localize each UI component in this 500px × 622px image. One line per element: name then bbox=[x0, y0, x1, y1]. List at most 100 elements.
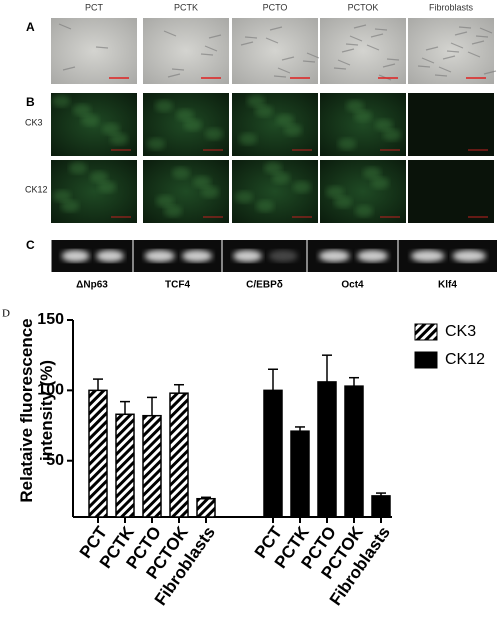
bar bbox=[344, 385, 364, 518]
cell-glow bbox=[264, 162, 282, 174]
cell bbox=[425, 46, 439, 51]
cell-glow bbox=[355, 205, 373, 217]
cell bbox=[306, 52, 320, 59]
cell-glow bbox=[52, 95, 70, 107]
column-label: PCTOK bbox=[348, 2, 379, 12]
column-label: PCTO bbox=[263, 2, 288, 12]
cell bbox=[62, 66, 76, 71]
fluorescence-image bbox=[232, 93, 318, 156]
cell bbox=[382, 63, 396, 68]
y-tick-label: 100 bbox=[37, 382, 64, 399]
cell bbox=[483, 70, 497, 75]
cell-glow bbox=[255, 105, 273, 117]
panel-label: B bbox=[26, 95, 35, 109]
cell-glow bbox=[276, 114, 294, 126]
column-label: Fibroblasts bbox=[429, 2, 474, 12]
cell-glow bbox=[81, 114, 99, 126]
cell bbox=[269, 26, 283, 31]
band bbox=[96, 250, 124, 262]
band bbox=[233, 250, 262, 262]
band bbox=[268, 250, 298, 262]
bar bbox=[371, 495, 391, 518]
fluorescence-image bbox=[408, 93, 494, 156]
band-label: Klf4 bbox=[438, 280, 457, 291]
cell-glow bbox=[272, 172, 290, 184]
band-label: C/EBPδ bbox=[246, 280, 283, 291]
cell-glow bbox=[371, 177, 389, 189]
panel-label: D bbox=[2, 308, 10, 320]
band-label: TCF4 bbox=[165, 280, 190, 291]
cell bbox=[333, 67, 347, 70]
cell bbox=[442, 55, 456, 60]
cell bbox=[265, 37, 279, 44]
y-axis-label: Relataive fluorescenceintensity (%) bbox=[17, 318, 56, 502]
cell-glow bbox=[338, 138, 356, 150]
cell bbox=[370, 33, 384, 38]
cell bbox=[244, 36, 258, 39]
cell-glow bbox=[375, 119, 393, 131]
cell-glow bbox=[383, 129, 401, 141]
band bbox=[181, 250, 213, 262]
cell bbox=[374, 28, 388, 31]
cell bbox=[240, 41, 254, 46]
cell bbox=[471, 40, 485, 45]
panel-label: A bbox=[26, 20, 35, 34]
cell bbox=[479, 27, 493, 34]
fluorescence-image bbox=[320, 93, 406, 156]
column-label: PCTK bbox=[174, 2, 198, 12]
cell-glow bbox=[334, 196, 352, 208]
cell bbox=[475, 35, 489, 38]
cell bbox=[58, 23, 72, 30]
cell-glow bbox=[172, 167, 190, 179]
micrograph bbox=[232, 18, 318, 84]
band-label: ΔNp63 bbox=[76, 280, 108, 291]
cell-glow bbox=[247, 95, 265, 107]
cell bbox=[434, 74, 448, 77]
panel-label: C bbox=[26, 238, 35, 252]
cell bbox=[171, 68, 185, 71]
cell-glow bbox=[90, 171, 108, 183]
bar bbox=[196, 497, 216, 518]
legend-label: CK3 bbox=[445, 323, 476, 340]
cell bbox=[163, 30, 177, 37]
bar bbox=[290, 430, 310, 518]
cell bbox=[281, 56, 295, 61]
cell bbox=[386, 58, 400, 61]
legend-swatch bbox=[414, 351, 438, 369]
cell bbox=[417, 65, 431, 68]
band bbox=[452, 250, 487, 262]
bar bbox=[263, 389, 283, 518]
legend-label: CK12 bbox=[445, 351, 485, 368]
fluorescence-image bbox=[408, 160, 494, 223]
cell bbox=[366, 44, 380, 51]
cell bbox=[95, 46, 109, 49]
micrograph bbox=[143, 18, 229, 84]
cell-glow bbox=[102, 123, 120, 135]
cell-glow bbox=[205, 128, 223, 140]
cell bbox=[349, 35, 363, 42]
cell bbox=[341, 48, 355, 53]
cell-glow bbox=[184, 119, 202, 131]
cell-glow bbox=[164, 205, 182, 217]
cell bbox=[450, 42, 464, 49]
cell bbox=[277, 67, 291, 74]
cell-glow bbox=[110, 133, 128, 145]
row-label: CK12 bbox=[25, 184, 48, 194]
y-tick-label: 50 bbox=[46, 452, 64, 469]
cell-glow bbox=[239, 133, 257, 145]
row-label: CK3 bbox=[25, 117, 43, 127]
bar bbox=[115, 413, 135, 518]
cell bbox=[467, 51, 481, 58]
cell bbox=[204, 45, 218, 52]
cell-glow bbox=[69, 162, 87, 174]
micrograph bbox=[320, 18, 406, 84]
cell bbox=[458, 26, 472, 29]
cell-glow bbox=[293, 181, 311, 193]
bar bbox=[88, 389, 108, 518]
cell-glow bbox=[235, 191, 253, 203]
column-label: PCT bbox=[85, 2, 104, 12]
cell-glow bbox=[201, 186, 219, 198]
cell-glow bbox=[363, 167, 381, 179]
cell-glow bbox=[176, 109, 194, 121]
